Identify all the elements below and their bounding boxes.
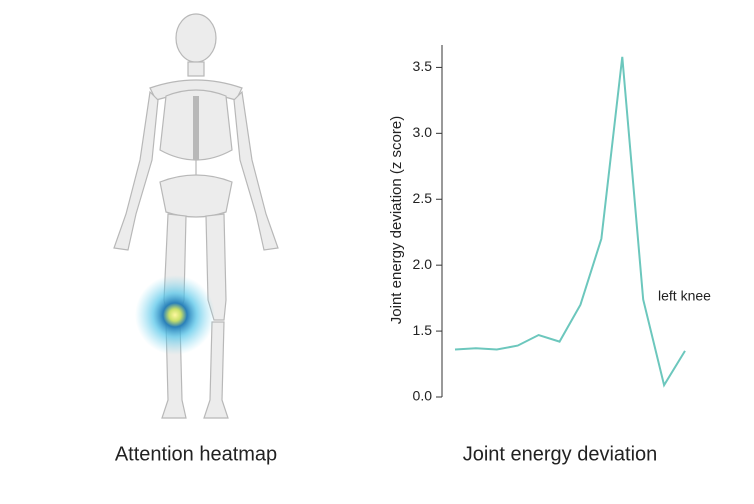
attention-glow	[135, 275, 215, 355]
panel-caption: Attention heatmap	[115, 443, 277, 465]
annotation: left knee	[658, 288, 711, 304]
skeleton	[113, 13, 279, 419]
y-axis-label: Joint energy deviation (z score)	[388, 116, 405, 324]
chart-title: Joint energy deviation	[463, 443, 658, 465]
y-tick-label: 3.5	[413, 58, 433, 74]
y-tick-label: 3.0	[413, 124, 433, 140]
y-tick-label: 1.5	[413, 322, 433, 338]
data-line	[454, 56, 686, 388]
y-tick-label: 2.5	[413, 190, 433, 206]
y-tick-label: 2.0	[413, 256, 433, 272]
y-tick-label: 0.0	[413, 388, 433, 404]
